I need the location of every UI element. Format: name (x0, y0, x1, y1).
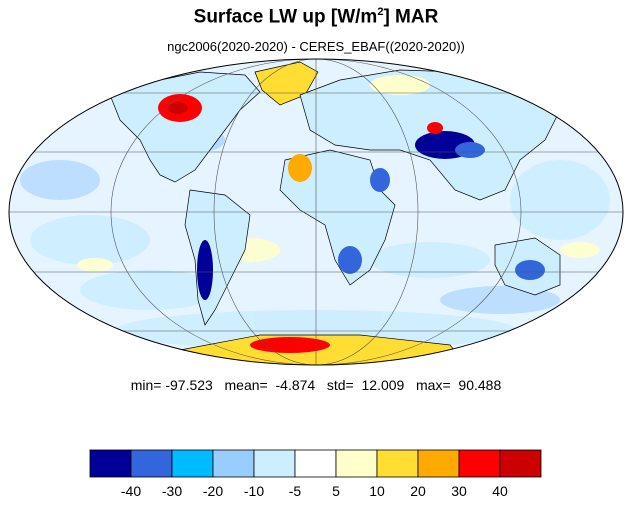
colorbar-tick-label: 30 (451, 483, 467, 499)
colorbar-box (458, 449, 501, 478)
colorbar-box (499, 449, 542, 478)
colorbar-tick-label: 5 (332, 483, 340, 499)
plot-subtitle: ngc2006(2020-2020) - CERES_EBAF((2020-20… (167, 39, 465, 54)
colorbar-tick-label: -20 (203, 483, 223, 499)
colorbar-box (335, 449, 378, 478)
ocean-anomaly-patches (20, 128, 610, 350)
colorbar-box (171, 449, 214, 478)
colorbar-box (212, 449, 255, 478)
colorbar-box (89, 449, 132, 478)
colorbar-tick-label: -10 (244, 483, 264, 499)
colorbar-box (376, 449, 419, 478)
colorbar-tick-label: -40 (121, 483, 141, 499)
colorbar-box (417, 449, 460, 478)
colorbar-tick-label: 20 (410, 483, 426, 499)
africa (279, 149, 396, 286)
north-america (109, 71, 261, 183)
colorbar-tick-label: -30 (162, 483, 182, 499)
land-anomaly-patches (158, 75, 545, 353)
colorbar-tick-label: -5 (289, 483, 302, 499)
map-border (8, 58, 624, 366)
colorbar-tick-label: 10 (369, 483, 385, 499)
statistics-line: min= -97.523 mean= -4.874 std= 12.009 ma… (130, 377, 502, 393)
colorbar-box (130, 449, 173, 478)
colorbar-box (253, 449, 296, 478)
colorbar-box (294, 449, 337, 478)
plot-title: Surface LW up [W/m2] MAR (193, 6, 439, 28)
colorbar-tick-label: 40 (492, 483, 508, 499)
world-map (8, 58, 624, 366)
